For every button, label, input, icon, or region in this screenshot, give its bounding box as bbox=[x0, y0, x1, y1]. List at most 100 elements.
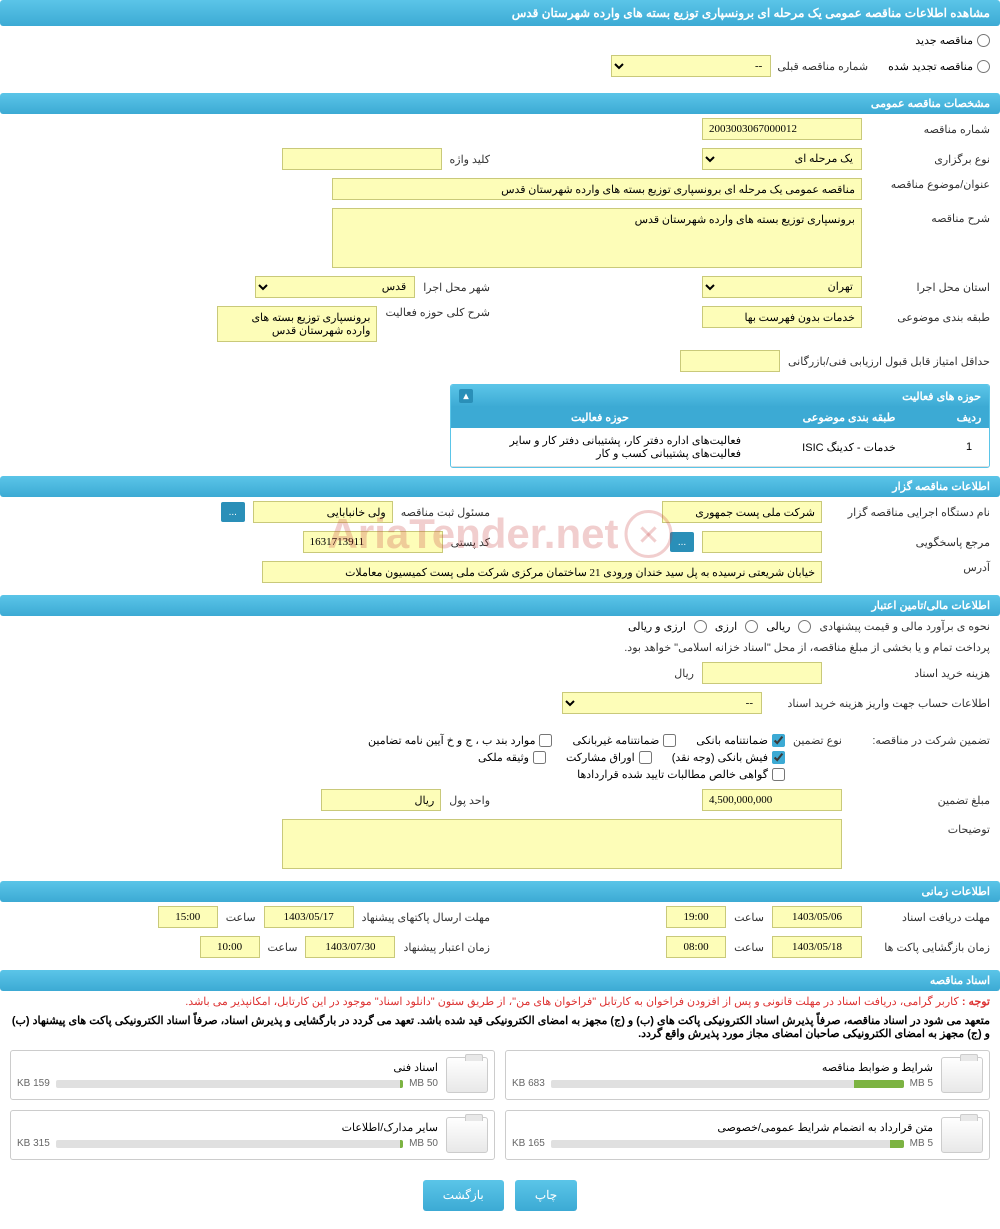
chk-mortgage[interactable] bbox=[533, 751, 546, 764]
section-docs: اسناد مناقصه bbox=[0, 970, 1000, 991]
agency-label: نام دستگاه اجرایی مناقصه گزار bbox=[830, 506, 990, 519]
postal-label: کد پستی bbox=[451, 536, 490, 549]
col-category: طبقه بندی موضوعی bbox=[749, 407, 949, 428]
send-time-label: ساعت bbox=[226, 911, 256, 924]
print-button[interactable]: چاپ bbox=[515, 1180, 577, 1211]
minscore-input[interactable] bbox=[680, 350, 780, 372]
purchase-label: هزینه خرید اسناد bbox=[830, 667, 990, 680]
responder-lookup-button[interactable]: ... bbox=[670, 532, 694, 552]
unit-input[interactable] bbox=[321, 789, 441, 811]
amount-input[interactable] bbox=[702, 789, 842, 811]
doc-size: 315 KB bbox=[17, 1138, 50, 1149]
title-label: عنوان/موضوع مناقصه bbox=[870, 178, 990, 191]
registrar-input[interactable] bbox=[253, 501, 393, 523]
doc-item-2[interactable]: متن قرارداد به انضمام شرایط عمومی/خصوصی … bbox=[505, 1110, 990, 1160]
scope-textarea[interactable]: برونسپاری توزیع بسته های وارده شهرستان ق… bbox=[217, 306, 377, 342]
doc-item-0[interactable]: شرایط و ضوابط مناقصه 5 MB 683 KB bbox=[505, 1050, 990, 1100]
radio-both-label: ارزی و ریالی bbox=[628, 620, 686, 633]
doc-title: اسناد فنی bbox=[17, 1061, 438, 1074]
address-input[interactable] bbox=[262, 561, 822, 583]
chk-bonds[interactable] bbox=[539, 734, 552, 747]
agency-input[interactable] bbox=[662, 501, 822, 523]
radio-renewed[interactable] bbox=[977, 60, 990, 73]
section-timing: اطلاعات زمانی bbox=[0, 881, 1000, 902]
chk-bonds-label: موارد بند ب ، ج و خ آیین نامه تضامین bbox=[368, 734, 535, 747]
radio-both[interactable] bbox=[694, 620, 707, 633]
chk-receivables[interactable] bbox=[772, 768, 785, 781]
valid-time-label: ساعت bbox=[268, 941, 298, 954]
type-select[interactable]: یک مرحله ای bbox=[702, 148, 862, 170]
activity-header-title: حوزه های فعالیت bbox=[902, 390, 981, 403]
open-date[interactable] bbox=[772, 936, 862, 958]
section-general: مشخصات مناقصه عمومی bbox=[0, 93, 1000, 114]
registrar-label: مسئول ثبت مناقصه bbox=[401, 506, 490, 519]
radio-rial[interactable] bbox=[798, 620, 811, 633]
desc-label: شرح مناقصه bbox=[870, 208, 990, 225]
chk-mortgage-label: وثیقه ملکی bbox=[478, 751, 529, 764]
responder-label: مرجع پاسخگویی bbox=[830, 536, 990, 549]
back-button[interactable]: بازگشت bbox=[423, 1180, 504, 1211]
postal-input[interactable] bbox=[303, 531, 443, 553]
number-label: شماره مناقصه bbox=[870, 123, 990, 136]
responder-input[interactable] bbox=[702, 531, 822, 553]
prev-number-select[interactable]: -- bbox=[611, 55, 771, 77]
province-select[interactable]: تهران bbox=[702, 276, 862, 298]
city-select[interactable]: قدس bbox=[255, 276, 415, 298]
col-row: ردیف bbox=[949, 407, 989, 428]
doc-item-1[interactable]: اسناد فنی 50 MB 159 KB bbox=[10, 1050, 495, 1100]
purchase-input[interactable] bbox=[702, 662, 822, 684]
doc-progress bbox=[551, 1140, 904, 1148]
receive-label: مهلت دریافت اسناد bbox=[870, 911, 990, 924]
receive-time[interactable] bbox=[666, 906, 726, 928]
col-scope: حوزه فعالیت bbox=[451, 407, 749, 428]
radio-rial-label: ریالی bbox=[766, 620, 790, 633]
open-time-label: ساعت bbox=[734, 941, 764, 954]
category-input[interactable] bbox=[702, 306, 862, 328]
folder-icon bbox=[941, 1057, 983, 1093]
keyword-input[interactable] bbox=[282, 148, 442, 170]
radio-currency-label: ارزی bbox=[715, 620, 737, 633]
scope-label: شرح کلی حوزه فعالیت bbox=[385, 306, 490, 319]
doc-max: 5 MB bbox=[910, 1078, 933, 1089]
collapse-icon[interactable]: ▴ bbox=[459, 389, 473, 403]
doc-max: 50 MB bbox=[409, 1138, 438, 1149]
doc-item-3[interactable]: سایر مدارک/اطلاعات 50 MB 315 KB bbox=[10, 1110, 495, 1160]
registrar-lookup-button[interactable]: ... bbox=[221, 502, 245, 522]
tender-type-radios: مناقصه جدید bbox=[0, 26, 1000, 55]
chk-cash[interactable] bbox=[772, 751, 785, 764]
city-label: شهر محل اجرا bbox=[423, 281, 490, 294]
valid-label: زمان اعتبار پیشنهاد bbox=[403, 941, 490, 954]
send-date[interactable] bbox=[264, 906, 354, 928]
doc-size: 159 KB bbox=[17, 1078, 50, 1089]
explain-textarea[interactable] bbox=[282, 819, 842, 869]
chk-nonbank[interactable] bbox=[663, 734, 676, 747]
open-time[interactable] bbox=[666, 936, 726, 958]
radio-renewed-label: مناقصه تجدید شده bbox=[888, 60, 973, 73]
section-financial: اطلاعات مالی/تامین اعتبار bbox=[0, 595, 1000, 616]
chk-securities[interactable] bbox=[639, 751, 652, 764]
radio-new[interactable] bbox=[977, 34, 990, 47]
doc-size: 683 KB bbox=[512, 1078, 545, 1089]
account-label: اطلاعات حساب جهت واریز هزینه خرید اسناد bbox=[770, 697, 990, 710]
number-input[interactable] bbox=[702, 118, 862, 140]
doc-max: 5 MB bbox=[910, 1138, 933, 1149]
chk-securities-label: اوراق مشارکت bbox=[566, 751, 635, 764]
radio-currency[interactable] bbox=[745, 620, 758, 633]
account-select[interactable]: -- bbox=[562, 692, 762, 714]
folder-icon bbox=[446, 1117, 488, 1153]
receive-date[interactable] bbox=[772, 906, 862, 928]
valid-time[interactable] bbox=[200, 936, 260, 958]
chk-bank[interactable] bbox=[772, 734, 785, 747]
cell-n: 1 bbox=[949, 428, 989, 467]
desc-textarea[interactable]: برونسپاری توزیع بسته های وارده شهرستان ق… bbox=[332, 208, 862, 268]
table-row: 1 خدمات - کدینگ ISIC فعالیت‌های اداره دف… bbox=[451, 428, 989, 467]
address-label: آدرس bbox=[830, 561, 990, 574]
docs-note-red: توجه : کاربر گرامی، دریافت اسناد در مهلت… bbox=[0, 991, 1000, 1012]
valid-date[interactable] bbox=[305, 936, 395, 958]
title-input[interactable] bbox=[332, 178, 862, 200]
send-time[interactable] bbox=[158, 906, 218, 928]
section-organizer: اطلاعات مناقصه گزار bbox=[0, 476, 1000, 497]
chk-nonbank-label: ضمانتنامه غیربانکی bbox=[572, 734, 659, 747]
folder-icon bbox=[446, 1057, 488, 1093]
doc-progress bbox=[56, 1140, 403, 1148]
